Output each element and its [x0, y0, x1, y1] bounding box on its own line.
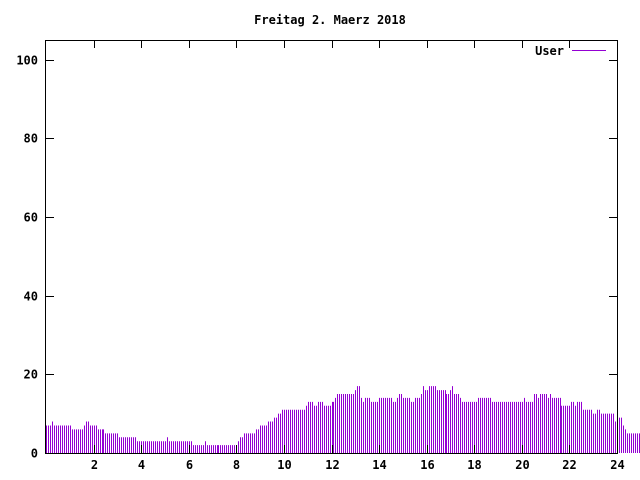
- x-tick-label: 2: [91, 458, 98, 472]
- x-tick-label: 20: [515, 458, 529, 472]
- legend-label-user: User: [535, 44, 564, 58]
- x-tick-label: 24: [610, 458, 624, 472]
- x-tick-label: 4: [138, 458, 145, 472]
- plot-frame: [45, 40, 618, 454]
- x-tick-label: 8: [233, 458, 240, 472]
- y-tick-label: 40: [24, 290, 38, 304]
- axis-ticks: [46, 40, 618, 454]
- chart-title: Freitag 2. Maerz 2018: [254, 13, 406, 27]
- y-tick-label: 20: [24, 368, 38, 382]
- x-tick-label: 12: [325, 458, 339, 472]
- x-tick-label: 10: [277, 458, 291, 472]
- x-tick-label: 14: [372, 458, 386, 472]
- y-tick-label: 0: [31, 447, 38, 461]
- x-tick-label: 16: [420, 458, 434, 472]
- y-tick-label: 60: [24, 211, 38, 225]
- data-series-user: [46, 386, 640, 453]
- x-tick-label: 6: [186, 458, 193, 472]
- x-tick-label: 22: [562, 458, 576, 472]
- x-tick-label: 18: [467, 458, 481, 472]
- y-tick-label: 100: [16, 54, 38, 68]
- legend: User: [535, 44, 606, 58]
- y-tick-label: 80: [24, 132, 38, 146]
